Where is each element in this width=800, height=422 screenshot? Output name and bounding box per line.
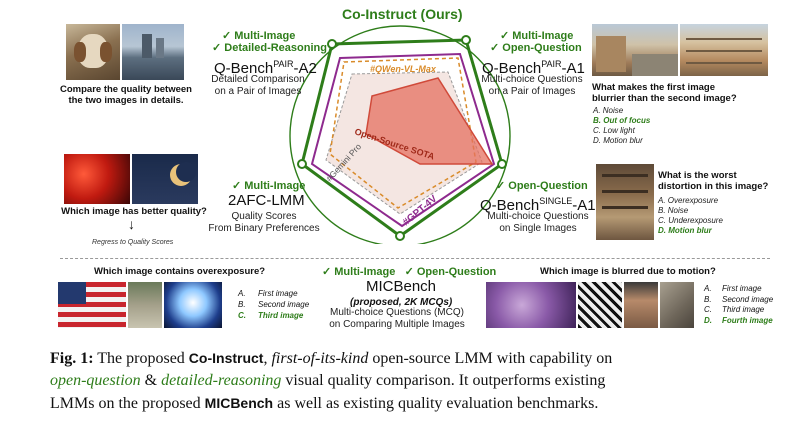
photo-building: [680, 24, 768, 76]
regress-note: Regress to Quality Scores: [92, 239, 174, 246]
bottom-left-question: Which image contains overexposure?: [94, 266, 266, 277]
vertex-dot: [297, 159, 307, 169]
photo-library: [596, 164, 654, 240]
top-right-desc: Multi-choice Questions on a Pair of Imag…: [481, 74, 583, 97]
top-right-options: A. Noise B. Out of focus C. Low light D.…: [593, 106, 651, 145]
micbench-sub: (proposed, 2K MCQs): [350, 297, 453, 308]
photo-moon: [132, 154, 198, 204]
tag-multi-image: ✓ Multi-Image: [232, 180, 306, 192]
photo-comic: [578, 282, 622, 328]
down-arrow-icon: ↓: [128, 216, 135, 232]
tag-open-question: ✓ Open-Question: [490, 42, 582, 54]
radar-title: Co-Instruct (Ours): [342, 6, 463, 22]
tag-detailed-reasoning: ✓ Detailed-Reasoning: [212, 42, 327, 54]
mid-right-options: A. Overexposure B. Noise C. Underexposur…: [658, 196, 723, 235]
mid-left-question: Which image has better quality?: [61, 206, 207, 217]
bottom-right-question: Which image is blurred due to motion?: [540, 266, 716, 277]
fig-label: Fig. 1:: [50, 350, 94, 367]
mid-left-desc: Quality Scores From Binary Preferences: [208, 211, 320, 234]
vertex-dot: [461, 35, 471, 45]
photo-blurred-room: [660, 282, 694, 328]
micbench-tags: ✓ Multi-Image ✓ Open-Question: [322, 266, 497, 278]
task-qbench-pair-a1: Q-BenchPAIR-A1: [482, 59, 585, 77]
top-left-desc: Detailed Comparison on a Pair of Images: [211, 74, 305, 97]
photo-flag: [58, 282, 126, 328]
photo-dog: [66, 24, 120, 80]
vertex-dot: [327, 39, 337, 49]
bottom-left-options: A. First image B. Second image C. Third ima…: [238, 289, 310, 320]
photo-outdoor: [128, 282, 162, 328]
sota-polygon: [365, 77, 494, 165]
task-micbench: MICBench: [366, 278, 437, 295]
tag-open-question: ✓ Open-Question: [496, 180, 588, 192]
figure-caption: Fig. 1: The proposed Co-Instruct, first-…: [50, 350, 613, 412]
mid-right-question: What is the worst distortion in this ima…: [658, 170, 769, 192]
micbench-name: MICBench: [204, 395, 274, 411]
photo-harbor: [122, 24, 184, 80]
tag-multi-image: ✓ Multi-Image: [222, 30, 296, 42]
gpt4v-polygon: [310, 52, 496, 228]
task-qbench-pair-a2: Q-BenchPAIR-A2: [214, 59, 317, 77]
photo-purple-sky: [486, 282, 576, 328]
radar-chart: #QWen-VL-Max Open-Source SOTA #Gemini Pr…: [289, 25, 511, 244]
label-qwen: #QWen-VL-Max: [370, 64, 437, 74]
co-instruct-pentagon: [300, 38, 504, 238]
tag-multi-image: ✓ Multi-Image: [500, 30, 574, 42]
bottom-right-options: A. First image B. Second image C. Third ima…: [704, 284, 774, 325]
task-2afc-lmm: 2AFC-LMM: [228, 192, 305, 209]
micbench-desc: Multi-choice Questions (MCQ) on Comparin…: [329, 307, 465, 330]
co-instruct-name: Co-Instruct: [188, 350, 264, 366]
mid-right-desc: Multi-choice Questions on Single Images: [487, 211, 589, 234]
top-left-question: Compare the quality between the two imag…: [60, 84, 192, 106]
section-divider: [60, 258, 770, 259]
outer-circle: [289, 25, 511, 244]
vertex-dot: [395, 231, 405, 241]
task-qbench-single-a1: Q-BenchSINGLE-A1: [480, 196, 596, 214]
vertex-dot: [497, 159, 507, 169]
photo-red-sky: [64, 154, 130, 204]
photo-street: [592, 24, 678, 76]
photo-face: [624, 282, 658, 328]
top-right-question: What makes the first image blurrier than…: [592, 82, 737, 104]
photo-bright-screen: [164, 282, 222, 328]
